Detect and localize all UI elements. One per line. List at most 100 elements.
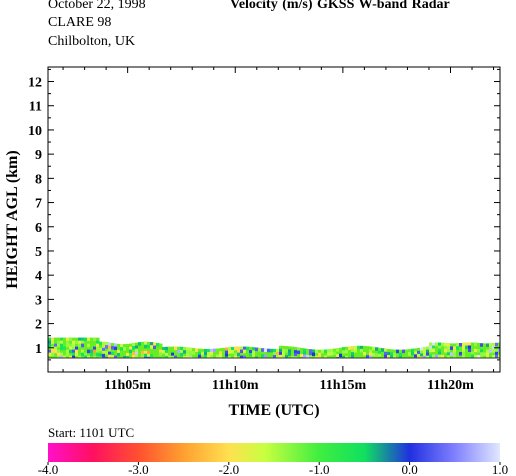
echo-cell <box>210 351 214 356</box>
echo-cell <box>492 346 496 350</box>
echo-cell <box>480 343 484 347</box>
echo-cell <box>423 353 427 357</box>
echo-cell <box>72 352 76 357</box>
echo-cell <box>444 343 448 347</box>
echo-cell <box>126 355 130 358</box>
echo-cell <box>492 355 496 358</box>
echo-cell <box>336 348 340 352</box>
echo-cell <box>414 354 418 358</box>
echo-column <box>168 346 172 358</box>
echo-cell <box>333 351 337 356</box>
echo-cell <box>423 347 427 351</box>
echo-cell <box>207 354 211 358</box>
echo-cell <box>219 354 223 358</box>
echo-column <box>441 342 445 358</box>
echo-cell <box>252 353 256 357</box>
echo-cell <box>69 349 73 354</box>
echo-cell <box>312 349 316 353</box>
echo-cell <box>393 355 397 358</box>
echo-cell <box>426 352 430 357</box>
echo-cell <box>372 352 376 357</box>
echo-cell <box>75 352 79 357</box>
echo-cell <box>453 352 457 356</box>
echo-cell <box>150 354 154 358</box>
echo-cell <box>360 348 364 353</box>
echo-cell <box>354 348 358 353</box>
echo-cell <box>243 349 247 354</box>
echo-cell <box>261 354 265 358</box>
echo-column <box>456 343 460 358</box>
echo-cell <box>402 349 406 354</box>
echo-cell <box>69 337 73 342</box>
echo-cell <box>159 349 163 354</box>
echo-cell <box>297 350 301 355</box>
echo-cell <box>57 355 61 358</box>
colorbar-tick-label: 1.0 <box>492 462 508 476</box>
echo-cell <box>297 347 301 352</box>
echo-cell <box>384 354 388 358</box>
x-tick-label: 11h15m <box>320 378 367 393</box>
echo-column <box>84 337 88 358</box>
echo-column <box>324 349 328 358</box>
echo-column <box>114 343 118 358</box>
echo-cell <box>75 346 79 351</box>
echo-cell <box>303 354 307 358</box>
echo-cell <box>63 355 67 358</box>
echo-cell <box>102 341 106 346</box>
echo-cell <box>123 347 127 351</box>
echo-cell <box>108 354 112 358</box>
echo-cell <box>114 343 118 348</box>
echo-cell <box>489 349 493 353</box>
echo-cell <box>93 355 97 358</box>
echo-cell <box>69 346 73 351</box>
echo-cell <box>144 344 148 349</box>
echo-cell <box>60 340 64 345</box>
echo-cell <box>489 346 493 350</box>
echo-cell <box>66 352 70 357</box>
echo-cell <box>81 349 85 354</box>
echo-cell <box>225 356 229 358</box>
echo-cell <box>81 343 85 348</box>
echo-cell <box>429 354 433 358</box>
echo-cell <box>369 349 373 354</box>
echo-cell <box>276 354 280 358</box>
echo-cell <box>60 343 64 348</box>
echo-cell <box>498 348 500 353</box>
echo-cell <box>300 354 304 358</box>
echo-layer <box>48 337 500 359</box>
echo-cell <box>240 346 244 351</box>
echo-column <box>396 349 400 358</box>
echo-cell <box>216 354 220 358</box>
echo-column <box>126 343 130 358</box>
x-tick-label: 11h10m <box>212 378 259 393</box>
echo-cell <box>87 343 91 348</box>
echo-cell <box>363 351 367 356</box>
echo-cell <box>408 352 412 356</box>
echo-cell <box>474 354 478 358</box>
echo-cell <box>447 352 451 356</box>
echo-cell <box>459 352 463 356</box>
echo-cell <box>447 349 451 353</box>
echo-cell <box>81 337 85 342</box>
echo-cell <box>240 355 244 358</box>
colorbar-gradient <box>48 443 500 462</box>
echo-cell <box>168 355 172 358</box>
echo-cell <box>183 350 187 354</box>
echo-cell <box>51 349 55 354</box>
echo-cell <box>48 343 52 348</box>
echo-column <box>132 343 136 358</box>
echo-cell <box>426 349 430 354</box>
echo-column <box>78 337 82 358</box>
echo-column <box>141 341 145 358</box>
echo-column <box>375 347 379 358</box>
echo-cell <box>420 350 424 354</box>
echo-column <box>156 343 160 358</box>
echo-cell <box>330 348 334 353</box>
echo-cell <box>141 356 145 358</box>
plot-frame <box>47 66 501 373</box>
echo-column <box>300 348 304 358</box>
colorbar-tick-label: -3.0 <box>128 462 149 476</box>
echo-cell <box>189 353 193 358</box>
echo-cell <box>264 348 268 353</box>
echo-cell <box>57 349 61 354</box>
